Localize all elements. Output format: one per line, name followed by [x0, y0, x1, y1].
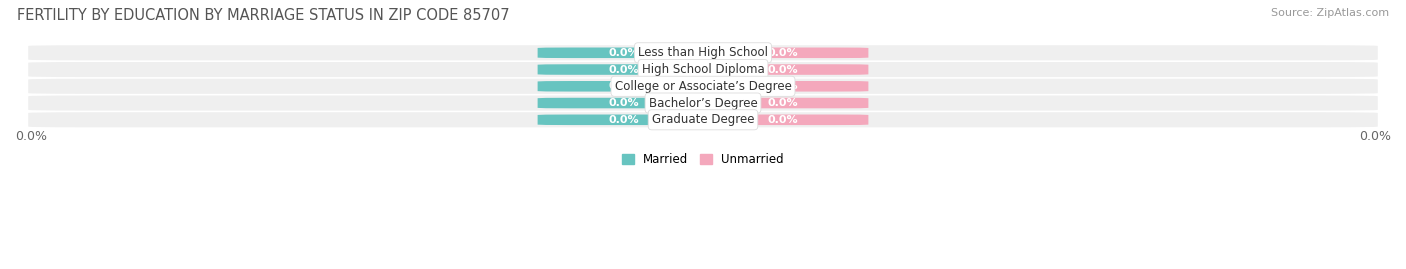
FancyBboxPatch shape [696, 98, 869, 108]
Text: Graduate Degree: Graduate Degree [652, 113, 754, 126]
Text: 0.0%: 0.0% [1360, 130, 1391, 143]
FancyBboxPatch shape [696, 48, 869, 58]
Text: 0.0%: 0.0% [609, 48, 638, 58]
Text: High School Diploma: High School Diploma [641, 63, 765, 76]
Text: 0.0%: 0.0% [768, 65, 797, 75]
Text: College or Associate’s Degree: College or Associate’s Degree [614, 80, 792, 93]
FancyBboxPatch shape [28, 45, 1378, 60]
FancyBboxPatch shape [537, 98, 710, 108]
FancyBboxPatch shape [537, 115, 710, 125]
Text: Bachelor’s Degree: Bachelor’s Degree [648, 97, 758, 109]
Text: 0.0%: 0.0% [15, 130, 46, 143]
Text: 0.0%: 0.0% [609, 98, 638, 108]
FancyBboxPatch shape [537, 81, 710, 91]
Text: Source: ZipAtlas.com: Source: ZipAtlas.com [1271, 8, 1389, 18]
Text: 0.0%: 0.0% [768, 98, 797, 108]
FancyBboxPatch shape [28, 62, 1378, 77]
Text: Less than High School: Less than High School [638, 46, 768, 59]
Text: 0.0%: 0.0% [768, 115, 797, 125]
FancyBboxPatch shape [696, 115, 869, 125]
FancyBboxPatch shape [696, 64, 869, 75]
Text: 0.0%: 0.0% [609, 81, 638, 91]
Legend: Married, Unmarried: Married, Unmarried [617, 148, 789, 171]
FancyBboxPatch shape [28, 79, 1378, 94]
Text: 0.0%: 0.0% [609, 65, 638, 75]
Text: FERTILITY BY EDUCATION BY MARRIAGE STATUS IN ZIP CODE 85707: FERTILITY BY EDUCATION BY MARRIAGE STATU… [17, 8, 509, 23]
FancyBboxPatch shape [696, 81, 869, 91]
Text: 0.0%: 0.0% [768, 48, 797, 58]
FancyBboxPatch shape [537, 48, 710, 58]
Text: 0.0%: 0.0% [609, 115, 638, 125]
Text: 0.0%: 0.0% [768, 81, 797, 91]
FancyBboxPatch shape [28, 95, 1378, 111]
FancyBboxPatch shape [537, 64, 710, 75]
FancyBboxPatch shape [28, 112, 1378, 127]
